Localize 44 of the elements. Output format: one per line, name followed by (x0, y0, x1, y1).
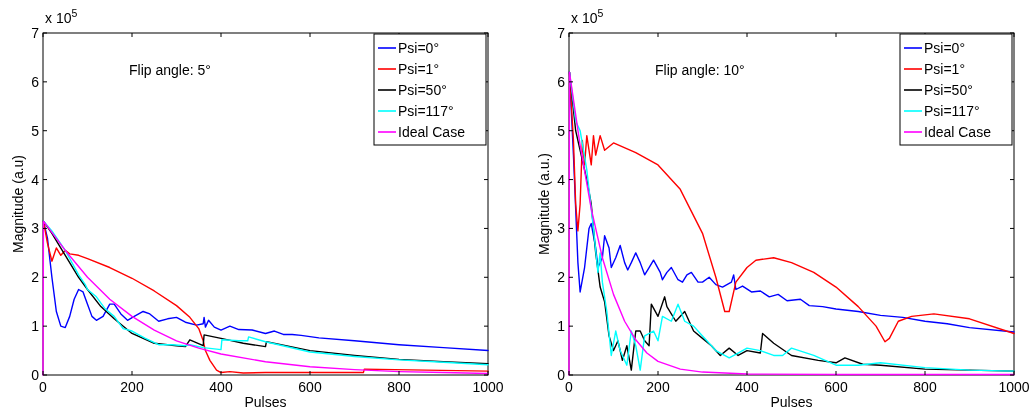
y-tick-label: 2 (31, 269, 40, 286)
y-tick-label: 7 (31, 25, 40, 41)
text: x 10$^{5}$ (45, 7, 78, 26)
x-axis-title: Pulses (770, 394, 813, 409)
y-tick-label: 6 (31, 73, 40, 90)
legend-label: Ideal Case (924, 124, 992, 140)
x-tick-label: 600 (298, 379, 322, 395)
legend-label: Ideal Case (398, 124, 466, 140)
annotation: Flip angle: 5° (129, 62, 211, 78)
y-axis-title: Magnitude (a.u.) (536, 153, 552, 255)
legend-label: Psi=50° (398, 82, 447, 98)
x-tick-label: 1000 (998, 379, 1030, 395)
legend-label: Psi=1° (398, 61, 440, 77)
x-tick-label: 200 (120, 379, 144, 395)
y-tick-label: 5 (557, 122, 566, 139)
y-tick-label: 0 (557, 367, 566, 383)
x-tick-label: 400 (735, 379, 759, 395)
y-tick-label: 1 (557, 318, 566, 335)
y-tick-label: 2 (557, 269, 566, 286)
legend-label: Psi=1° (924, 61, 966, 77)
y-axis-title: Magnitude (a.u) (10, 154, 26, 254)
y-tick-label: 5 (31, 122, 40, 139)
y-tick-label: 6 (557, 73, 566, 90)
y-tick-label: 0 (31, 367, 40, 383)
y-tick-label: 4 (31, 171, 40, 188)
x-tick-label: 600 (824, 379, 848, 395)
annotation: Flip angle: 10° (655, 62, 745, 78)
x-tick-label: 400 (209, 379, 233, 395)
legend-label: Psi=117° (924, 103, 980, 119)
legend-label: Psi=117° (398, 103, 454, 119)
y-tick-label: 3 (31, 220, 40, 237)
x-axis-title: Pulses (244, 394, 287, 409)
legend-label: Psi=50° (924, 82, 973, 98)
legend-label: Psi=0° (924, 40, 966, 56)
y-tick-label: 7 (557, 25, 566, 41)
legend-label: Psi=0° (398, 40, 440, 56)
x-tick-label: 1000 (472, 379, 504, 395)
y-tick-label: 3 (557, 220, 566, 237)
text: x 10$^{5}$ (571, 7, 604, 26)
x-tick-label: 800 (913, 379, 937, 395)
y-tick-label: 1 (31, 318, 40, 335)
x-tick-label: 200 (646, 379, 670, 395)
y-tick-label: 4 (557, 171, 566, 188)
x-tick-label: 800 (387, 379, 411, 395)
